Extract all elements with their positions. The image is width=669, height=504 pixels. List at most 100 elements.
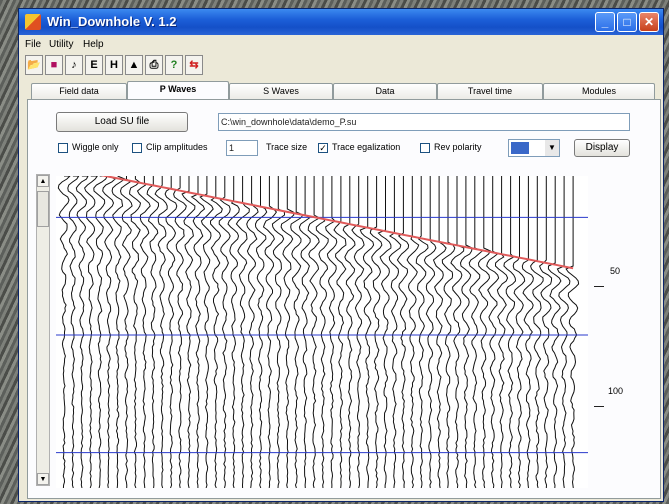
letter-e-icon[interactable]: E [85, 55, 103, 75]
help-icon[interactable]: ? [165, 55, 183, 75]
letter-h-icon[interactable]: H [105, 55, 123, 75]
seismic-trace [164, 176, 178, 488]
seismic-trace [218, 176, 231, 488]
menu-help[interactable]: Help [83, 39, 104, 50]
seismic-trace [530, 176, 544, 488]
close-button[interactable]: ✕ [639, 12, 659, 32]
color-swatch [511, 142, 529, 154]
seismic-trace [271, 176, 286, 488]
file-path-field[interactable]: C:\win_downhole\data\demo_P.su [218, 113, 630, 131]
seismic-trace [369, 176, 383, 488]
seismic-trace [102, 176, 116, 488]
seismic-trace [342, 176, 356, 488]
trace-equalization-checkbox[interactable]: ✓ [318, 143, 328, 153]
seismic-trace [565, 176, 580, 488]
wiggle-only-label: Wiggle only [72, 142, 119, 152]
tick-100 [594, 406, 604, 407]
wiggle-only-checkbox[interactable] [58, 143, 68, 153]
seismic-trace [406, 176, 420, 488]
seismic-trace [351, 176, 365, 488]
seismic-trace [377, 176, 392, 488]
seismic-trace [298, 176, 311, 488]
seismic-trace [512, 176, 526, 488]
seismic-trace [432, 176, 447, 488]
seismogram-plot [56, 176, 588, 488]
rev-polarity-checkbox[interactable] [420, 143, 430, 153]
menu-file[interactable]: File [25, 39, 42, 50]
seismic-trace [129, 176, 142, 488]
tab-s-waves[interactable]: S Waves [229, 83, 333, 99]
tab-data[interactable]: Data [333, 83, 437, 99]
seismic-trace [111, 176, 126, 488]
seismic-trace [154, 176, 168, 488]
music-note-icon[interactable]: ♪ [65, 55, 83, 75]
seismic-trace [146, 176, 160, 488]
seismic-trace [450, 176, 465, 488]
seismic-trace [254, 176, 268, 488]
menu-utility[interactable]: Utility [49, 39, 74, 50]
seismic-trace [494, 176, 509, 488]
color-select[interactable]: ▼ [508, 139, 560, 157]
tab-modules[interactable]: Modules [543, 83, 655, 99]
clip-amplitudes-label: Clip amplitudes [146, 142, 208, 152]
axis-label-100: 100 [608, 386, 624, 396]
seismic-trace [235, 176, 250, 488]
seismic-trace [75, 176, 89, 488]
seismic-trace [173, 176, 187, 488]
seismic-trace [503, 176, 517, 488]
load-su-file-button[interactable]: Load SU file [56, 112, 188, 132]
exit-icon[interactable]: ⇆ [185, 55, 203, 75]
seismic-trace [119, 176, 133, 488]
window-title: Win_Downhole V. 1.2 [47, 14, 177, 29]
seismic-trace [199, 176, 214, 488]
open-folder-icon[interactable]: 📂 [25, 55, 43, 75]
seismic-trace [547, 176, 562, 488]
tab-p-waves[interactable]: P Waves [127, 81, 229, 99]
tab-travel-time[interactable]: Travel time [437, 83, 543, 99]
seismic-trace [459, 176, 473, 488]
tick-50 [594, 286, 604, 287]
seismic-trace [539, 176, 553, 488]
seismic-trace [477, 176, 492, 488]
tab-field-data[interactable]: Field data [31, 83, 127, 99]
trace-size-field[interactable]: 1 [226, 140, 258, 156]
first-break-pick-line [100, 176, 574, 270]
seismic-trace [315, 176, 329, 488]
seismic-trace [246, 176, 259, 488]
tab-strip: Field data P Waves S Waves Data Travel t… [27, 81, 659, 99]
clip-amplitudes-checkbox[interactable] [132, 143, 142, 153]
seismic-trace [556, 176, 571, 488]
minimize-button[interactable]: _ [595, 12, 615, 32]
scroll-down-icon[interactable]: ▼ [37, 473, 49, 485]
seismic-trace [441, 176, 456, 488]
seismic-trace [423, 176, 437, 488]
trace-size-label: Trace size [266, 142, 308, 152]
seismic-trace [307, 176, 321, 488]
seismic-trace [468, 176, 484, 488]
seismic-trace [415, 176, 429, 488]
scroll-up-icon[interactable]: ▲ [37, 175, 49, 187]
seismic-trace [67, 176, 80, 488]
app-icon [25, 14, 41, 30]
seismic-trace [388, 176, 402, 488]
seismic-trace [333, 176, 347, 488]
seismic-trace [181, 176, 196, 488]
display-button[interactable]: Display [574, 139, 630, 157]
vertical-scrollbar[interactable]: ▲ ▼ [36, 174, 50, 486]
trace-equalization-label: Trace egalization [332, 142, 401, 152]
seismic-trace [280, 176, 295, 488]
seismic-trace [486, 176, 500, 488]
menu-bar: File Utility Help [19, 36, 663, 54]
maximize-button[interactable]: □ [617, 12, 637, 32]
seismic-trace [209, 176, 223, 488]
title-bar[interactable]: Win_Downhole V. 1.2 _ □ ✕ [19, 9, 663, 35]
trace-group [57, 176, 580, 488]
seismic-trace [227, 176, 240, 488]
seismic-trace [262, 176, 278, 488]
printer-icon[interactable]: ⎙ [145, 55, 163, 75]
seismic-trace [190, 176, 206, 488]
scroll-thumb[interactable] [37, 191, 49, 227]
stop-square-icon[interactable]: ■ [45, 55, 63, 75]
chevron-down-icon[interactable]: ▼ [545, 140, 559, 156]
triangle-icon[interactable]: ▲ [125, 55, 143, 75]
